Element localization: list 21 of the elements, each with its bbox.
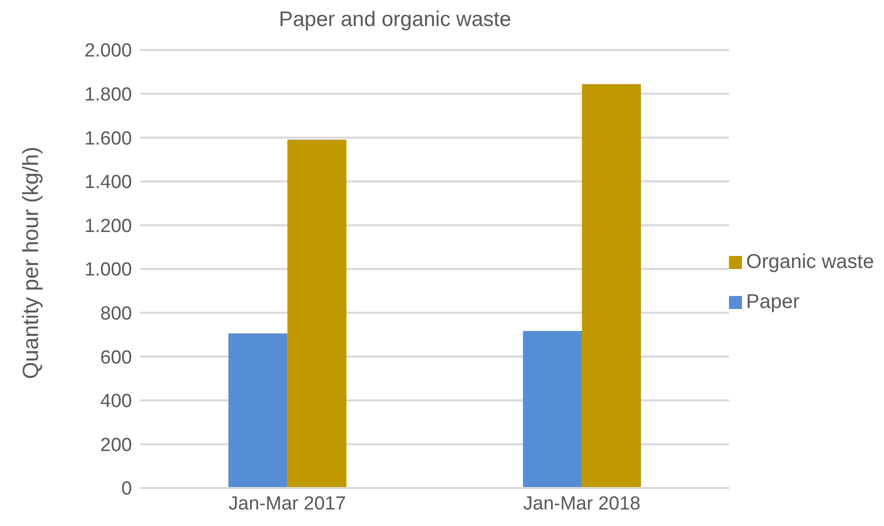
y-tick-label: 1.400: [84, 172, 132, 194]
y-tick-label: 600: [100, 347, 132, 368]
y-tick-label: 0: [121, 478, 132, 500]
x-tick-label: Jan-Mar 2018: [523, 493, 640, 514]
y-axis-title: Quantity per hour (kg/h): [18, 146, 43, 379]
y-tick-label: 800: [100, 304, 132, 325]
y-tick-label: 1.800: [84, 84, 132, 106]
legend-label: Organic waste: [746, 251, 874, 273]
bar: [522, 330, 582, 488]
y-tick-label: 400: [100, 391, 132, 412]
legend-label: Paper: [746, 291, 800, 313]
y-tick-label: 1.200: [84, 216, 132, 237]
bar: [228, 333, 288, 488]
y-tick-label: 2.000: [84, 40, 132, 62]
y-tick-label: 200: [100, 434, 132, 456]
bar: [582, 84, 641, 488]
x-tick-label: Jan-Mar 2017: [228, 493, 346, 514]
y-tick-label: 1.600: [84, 128, 132, 150]
chart-title: Paper and organic waste: [278, 8, 512, 33]
bar: [287, 140, 346, 488]
y-tick-label: 1.000: [84, 260, 132, 281]
